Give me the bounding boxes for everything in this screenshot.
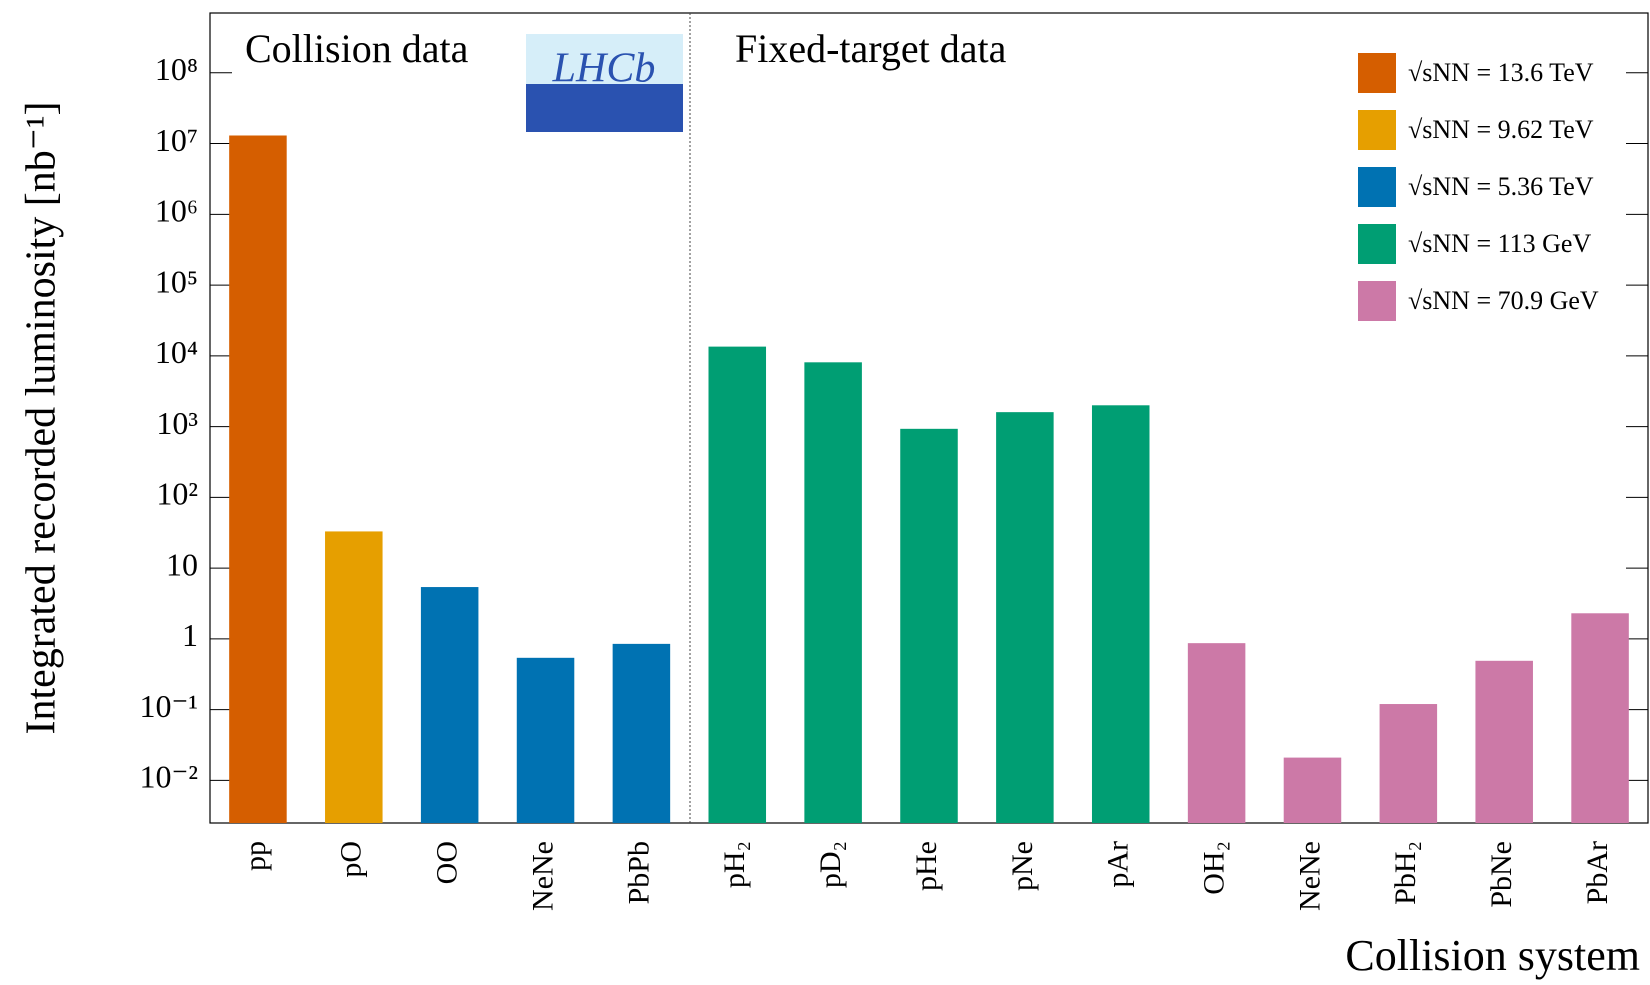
x-tick-label: OH₂ bbox=[1197, 841, 1230, 895]
x-tick-label: PbNe bbox=[1485, 841, 1518, 908]
x-tick-label: NeNe bbox=[526, 841, 559, 911]
logo-top bbox=[526, 34, 683, 84]
y-tick-label: 1 bbox=[182, 617, 198, 653]
bar bbox=[1379, 704, 1438, 823]
y-tick-label: 10² bbox=[156, 476, 198, 512]
x-tick-label: pD₂ bbox=[814, 841, 847, 888]
y-tick-label: 10⁻¹ bbox=[140, 688, 198, 724]
x-axis-label: Collision system bbox=[1345, 931, 1640, 980]
y-tick-label: 10 bbox=[166, 546, 198, 582]
x-tick-label: pAr bbox=[1102, 841, 1135, 888]
legend-label: √sNN = 13.6 TeV bbox=[1408, 58, 1594, 87]
legend-label: √sNN = 9.62 TeV bbox=[1408, 115, 1594, 144]
y-tick-label: 10⁸ bbox=[155, 51, 198, 87]
bar bbox=[612, 643, 671, 823]
legend-swatch bbox=[1358, 53, 1396, 93]
bar bbox=[1091, 405, 1150, 823]
x-tick-label: PbH₂ bbox=[1389, 841, 1422, 905]
bar bbox=[1571, 613, 1629, 823]
annotation: Collision data bbox=[245, 26, 469, 71]
logo-text: LHCb bbox=[552, 46, 656, 92]
legend-swatch bbox=[1358, 110, 1396, 150]
y-tick-label: 10⁵ bbox=[155, 263, 198, 299]
y-tick-label: 10⁷ bbox=[155, 122, 198, 158]
annotation: Fixed-target data bbox=[735, 26, 1007, 71]
legend-label: √sNN = 70.9 GeV bbox=[1408, 286, 1599, 315]
bar bbox=[420, 587, 479, 823]
legend-label: √sNN = 113 GeV bbox=[1408, 229, 1591, 258]
bar bbox=[516, 657, 575, 823]
legend-swatch bbox=[1358, 224, 1396, 264]
x-tick-label: NeNe bbox=[1293, 841, 1326, 911]
bar bbox=[804, 362, 862, 823]
bar bbox=[996, 412, 1054, 823]
bar bbox=[1475, 660, 1533, 823]
x-tick-label: pH₂ bbox=[718, 841, 751, 888]
x-tick-label: pNe bbox=[1006, 841, 1039, 891]
y-tick-label: 10⁻² bbox=[140, 759, 198, 795]
bar bbox=[1187, 643, 1246, 823]
bar bbox=[900, 428, 958, 823]
y-tick-label: 10³ bbox=[156, 405, 198, 441]
legend-swatch bbox=[1358, 281, 1396, 321]
y-axis-label: Integrated recorded luminosity [nb⁻¹] bbox=[19, 101, 65, 734]
legend-label: √sNN = 5.36 TeV bbox=[1408, 172, 1594, 201]
y-tick-label: 10⁶ bbox=[155, 193, 198, 229]
legend-swatch bbox=[1358, 167, 1396, 207]
logo-bottom bbox=[526, 84, 683, 132]
x-tick-label: OO bbox=[431, 841, 464, 884]
x-tick-label: pHe bbox=[910, 841, 943, 891]
x-tick-label: PbPb bbox=[622, 841, 655, 904]
bar bbox=[229, 135, 287, 824]
x-tick-label: pp bbox=[239, 841, 272, 871]
bar bbox=[325, 531, 383, 823]
x-tick-label: pO bbox=[335, 841, 368, 878]
bar bbox=[1283, 757, 1342, 823]
bar bbox=[708, 346, 767, 823]
y-tick-label: 10⁴ bbox=[155, 334, 198, 370]
x-tick-label: PbAr bbox=[1581, 841, 1614, 904]
